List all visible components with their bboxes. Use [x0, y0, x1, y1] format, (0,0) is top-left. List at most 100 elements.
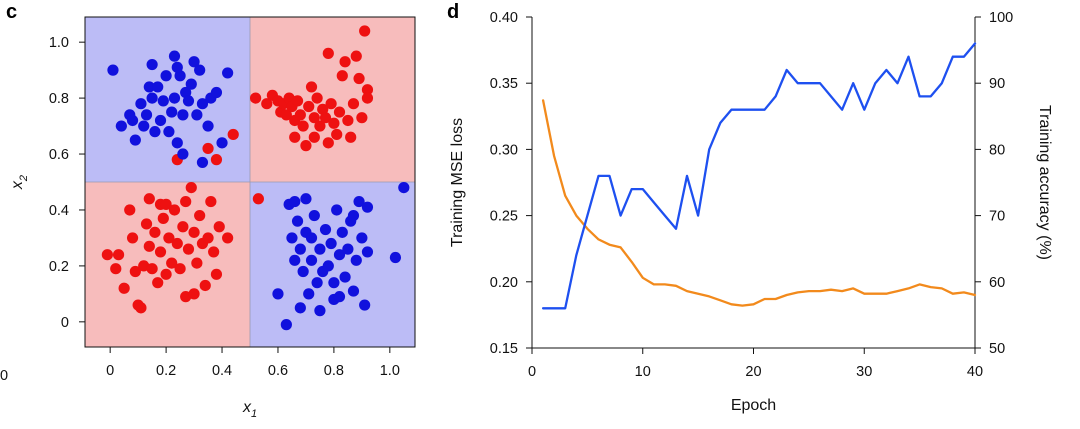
scatter-point-blue: [216, 137, 228, 149]
scatter-point-blue: [308, 209, 320, 222]
scatter-point-red: [319, 112, 332, 124]
scatter-point-blue: [171, 61, 183, 73]
x-tick-label: 0.8: [324, 363, 344, 379]
left-y-tick-label: 0.25: [490, 209, 518, 225]
scatter-point-red: [124, 204, 136, 216]
scatter-point-red: [110, 263, 122, 275]
x-tick-label: 0.4: [212, 363, 232, 379]
scatter-point-blue: [160, 70, 172, 82]
scatter-point-blue: [339, 271, 351, 283]
scatter-point-blue: [303, 288, 315, 300]
scatter-point-blue: [289, 195, 301, 208]
scatter-point-red: [202, 142, 214, 155]
scatter-point-red: [291, 95, 304, 107]
scatter-point-red: [205, 195, 217, 208]
scatter-point-blue: [305, 254, 318, 266]
plot-frame: [84, 16, 416, 348]
scatter-point-blue: [182, 95, 195, 107]
scatter-point-red: [112, 249, 125, 261]
scatter-point-red: [297, 120, 309, 132]
scatter-point-blue: [185, 78, 197, 90]
scatter-point-red: [252, 193, 264, 205]
scatter-point-blue: [115, 120, 127, 132]
y-tick-label: 1.0: [49, 35, 69, 51]
x-axis-label-epoch: Epoch: [731, 397, 776, 414]
scatter-point-red: [289, 131, 301, 143]
scatter-point-blue: [361, 201, 374, 213]
scatter-point-blue: [196, 156, 209, 169]
scatter-point-red: [300, 140, 312, 152]
scatter-point-red: [182, 243, 195, 255]
scatter-point-red: [129, 265, 141, 278]
scatter-point-blue: [210, 86, 223, 99]
scatter-point-red: [143, 193, 155, 205]
right-y-tick-label: 70: [989, 209, 1005, 225]
scatter-point-red: [350, 50, 362, 62]
scatter-point-red: [361, 84, 374, 96]
scatter-point-blue: [347, 285, 360, 297]
scatter-point-red: [154, 246, 167, 258]
scatter-point-blue: [177, 109, 189, 121]
scatter-point-red: [347, 98, 360, 110]
scatter-point-blue: [333, 249, 346, 261]
scatter-point-red: [361, 92, 374, 104]
right-y-tick-label: 50: [989, 341, 1005, 357]
scatter-point-red: [336, 70, 348, 82]
scatter-point-blue: [157, 95, 169, 107]
scatter-point-blue: [325, 237, 337, 250]
scatter-point-blue: [171, 137, 183, 149]
right-y-tick-label: 100: [989, 10, 1013, 26]
scatter-point-red: [152, 277, 164, 289]
scatter-point-red: [199, 279, 211, 292]
scatter-point-red: [249, 92, 262, 104]
x-tick-label: 10: [635, 364, 651, 380]
scatter-point-red: [149, 226, 161, 238]
scatter-point-blue: [350, 254, 362, 266]
scatter-point-red: [202, 232, 214, 244]
scatter-point-blue: [143, 81, 155, 93]
scatter-point-red: [314, 120, 326, 132]
x-tick-label: 20: [745, 364, 761, 380]
scatter-point-red: [191, 257, 203, 269]
scatter-point-red: [160, 268, 172, 280]
left-y-tick-label: 0.30: [490, 142, 518, 158]
scatter-point-blue: [188, 56, 200, 68]
scatter-point-blue: [166, 106, 178, 118]
scatter-point-blue: [146, 58, 158, 71]
scatter-point-red: [174, 263, 186, 275]
scatter-points: [101, 25, 410, 331]
scatter-point-blue: [319, 223, 332, 236]
scatter-point-blue: [294, 243, 306, 255]
scatter-point-red: [322, 137, 334, 149]
scatter-point-blue: [138, 120, 150, 132]
scatter-point-red: [135, 302, 147, 314]
left-y-tick-label: 0.15: [490, 341, 518, 357]
scatter-point-red: [101, 249, 113, 261]
scatter-point-red: [333, 106, 346, 118]
scatter-point-red: [188, 288, 200, 300]
left-y-tick-label: 0.35: [490, 76, 518, 92]
scatter-point-blue: [314, 243, 326, 255]
scatter-point-blue: [347, 209, 360, 222]
scatter-point-red: [185, 181, 197, 194]
y-tick-label: 0.2: [49, 259, 69, 275]
scatter-point-blue: [194, 64, 206, 76]
scatter-point-red: [208, 246, 220, 258]
scatter-point-red: [210, 268, 223, 280]
scatter-point-blue: [311, 277, 323, 289]
scatter-point-red: [126, 232, 139, 244]
scatter-point-blue: [154, 114, 167, 127]
decision-regions: [85, 17, 415, 347]
scatter-point-blue: [359, 299, 371, 311]
y-tick-label: 0.4: [49, 203, 69, 219]
scatter-point-blue: [149, 126, 161, 138]
scatter-point-blue: [328, 277, 340, 289]
scatter-point-red: [163, 232, 175, 244]
scatter-point-blue: [305, 232, 318, 244]
line-axes: 0 10 20 30 40 0.15 0.20 0.25 0.30 0.35 0.40 50 60 70 8…: [490, 10, 1013, 380]
scatter-point-blue: [272, 288, 284, 300]
scatter-point-red: [180, 195, 192, 208]
scatter-point-red: [305, 81, 318, 93]
y-axis-label: x2: [9, 175, 30, 190]
y-tick-label: 0.8: [49, 91, 69, 107]
